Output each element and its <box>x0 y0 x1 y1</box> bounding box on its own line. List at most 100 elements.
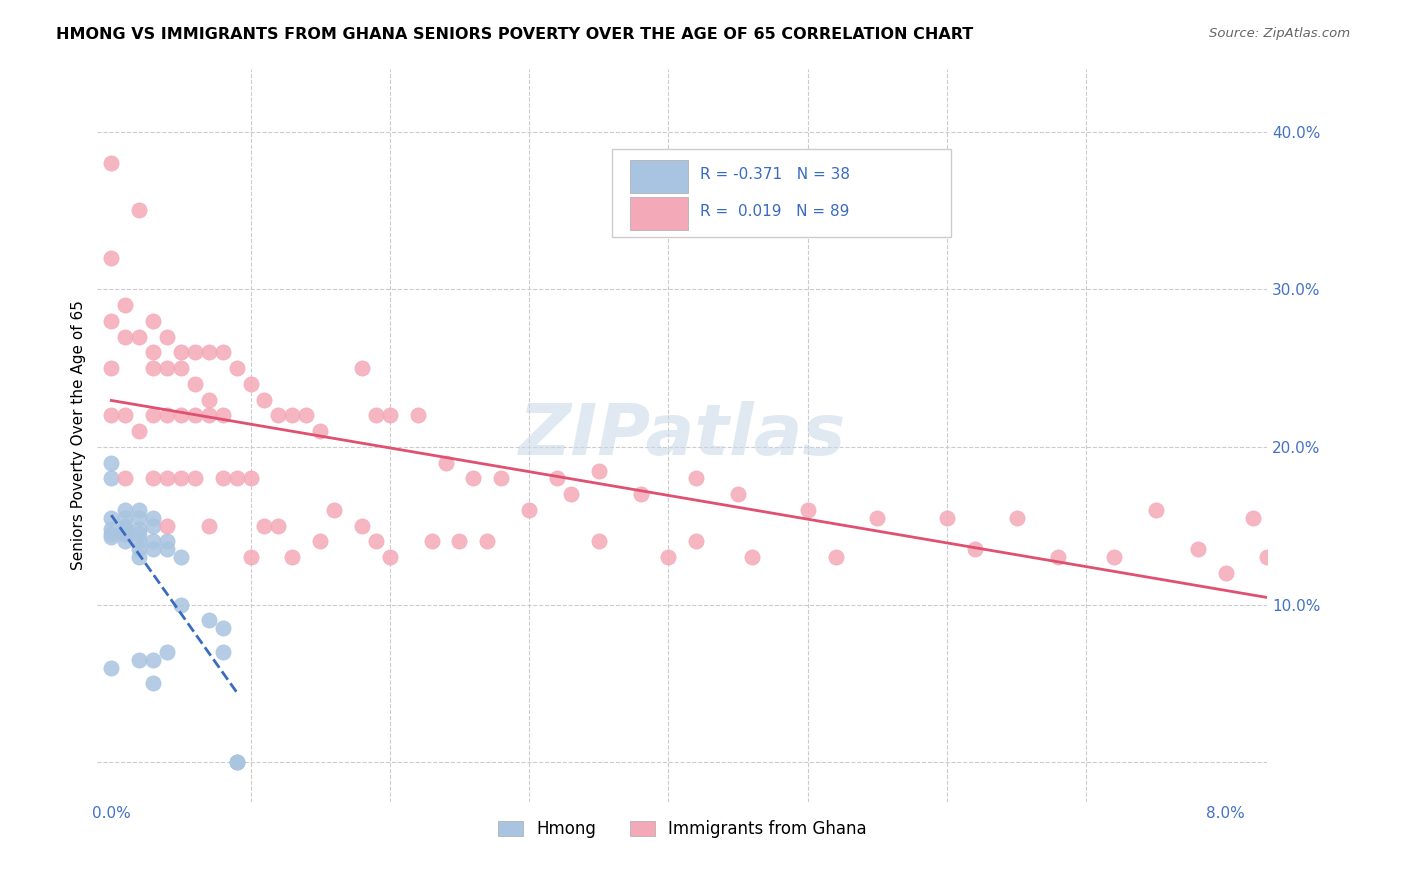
Point <box>866 511 889 525</box>
Point <box>378 409 401 423</box>
Point <box>491 471 513 485</box>
Point <box>170 409 193 423</box>
Point <box>100 511 122 525</box>
Point <box>142 518 165 533</box>
Point <box>100 456 122 470</box>
Point <box>546 471 568 485</box>
Point <box>142 409 165 423</box>
Point <box>267 409 290 423</box>
Point <box>156 534 179 549</box>
Point <box>156 409 179 423</box>
Text: ZIPatlas: ZIPatlas <box>519 401 846 469</box>
Point <box>211 471 233 485</box>
Point <box>128 550 150 565</box>
Point <box>100 409 122 423</box>
Point <box>1187 542 1209 557</box>
Point <box>100 471 122 485</box>
Point <box>114 526 136 541</box>
Point <box>170 471 193 485</box>
Point <box>128 542 150 557</box>
Point <box>142 345 165 359</box>
Point <box>239 550 262 565</box>
Point <box>128 653 150 667</box>
Point <box>142 511 165 525</box>
Point <box>100 530 122 544</box>
Point <box>1005 511 1028 525</box>
Point <box>449 534 471 549</box>
Point <box>239 471 262 485</box>
FancyBboxPatch shape <box>612 149 952 237</box>
Point <box>128 203 150 218</box>
Point <box>350 361 373 376</box>
FancyBboxPatch shape <box>630 161 688 194</box>
Point <box>114 298 136 312</box>
Y-axis label: Seniors Poverty Over the Age of 65: Seniors Poverty Over the Age of 65 <box>72 300 86 570</box>
Point <box>114 522 136 536</box>
Point <box>114 503 136 517</box>
Point <box>100 251 122 265</box>
Point <box>114 511 136 525</box>
Point <box>100 314 122 328</box>
Point <box>211 409 233 423</box>
Point <box>253 518 276 533</box>
Point <box>184 409 207 423</box>
Point <box>128 503 150 517</box>
Point <box>211 345 233 359</box>
Point <box>197 518 219 533</box>
Point <box>1144 503 1167 517</box>
Point <box>128 329 150 343</box>
Point <box>156 471 179 485</box>
Point <box>156 329 179 343</box>
Point <box>630 487 652 501</box>
Point <box>295 409 318 423</box>
Point <box>796 503 818 517</box>
Point <box>1241 511 1264 525</box>
Point <box>211 621 233 635</box>
Point <box>128 424 150 438</box>
Point <box>156 542 179 557</box>
Point <box>364 534 387 549</box>
Point <box>281 409 304 423</box>
Point <box>170 361 193 376</box>
Point <box>100 526 122 541</box>
FancyBboxPatch shape <box>630 197 688 230</box>
Point <box>197 392 219 407</box>
Point <box>156 518 179 533</box>
Point <box>685 534 707 549</box>
Point <box>100 156 122 170</box>
Point <box>128 526 150 541</box>
Point <box>170 345 193 359</box>
Point <box>184 471 207 485</box>
Point <box>100 361 122 376</box>
Point <box>225 755 247 769</box>
Point <box>142 653 165 667</box>
Point <box>142 676 165 690</box>
Text: R = -0.371   N = 38: R = -0.371 N = 38 <box>700 168 849 182</box>
Point <box>114 409 136 423</box>
Point <box>156 361 179 376</box>
Point <box>114 534 136 549</box>
Point <box>936 511 959 525</box>
Point <box>1102 550 1125 565</box>
Point <box>128 534 150 549</box>
Point <box>225 755 247 769</box>
Point <box>963 542 986 557</box>
Point <box>406 409 429 423</box>
Point <box>1047 550 1070 565</box>
Point <box>463 471 485 485</box>
Point <box>114 471 136 485</box>
Point <box>727 487 749 501</box>
Point <box>309 424 332 438</box>
Point <box>364 409 387 423</box>
Point <box>142 534 165 549</box>
Point <box>142 471 165 485</box>
Point <box>281 550 304 565</box>
Point <box>170 550 193 565</box>
Point <box>142 314 165 328</box>
Text: R =  0.019   N = 89: R = 0.019 N = 89 <box>700 204 849 219</box>
Point <box>267 518 290 533</box>
Point <box>1256 550 1278 565</box>
Point <box>114 526 136 541</box>
Point <box>588 534 610 549</box>
Point <box>184 376 207 391</box>
